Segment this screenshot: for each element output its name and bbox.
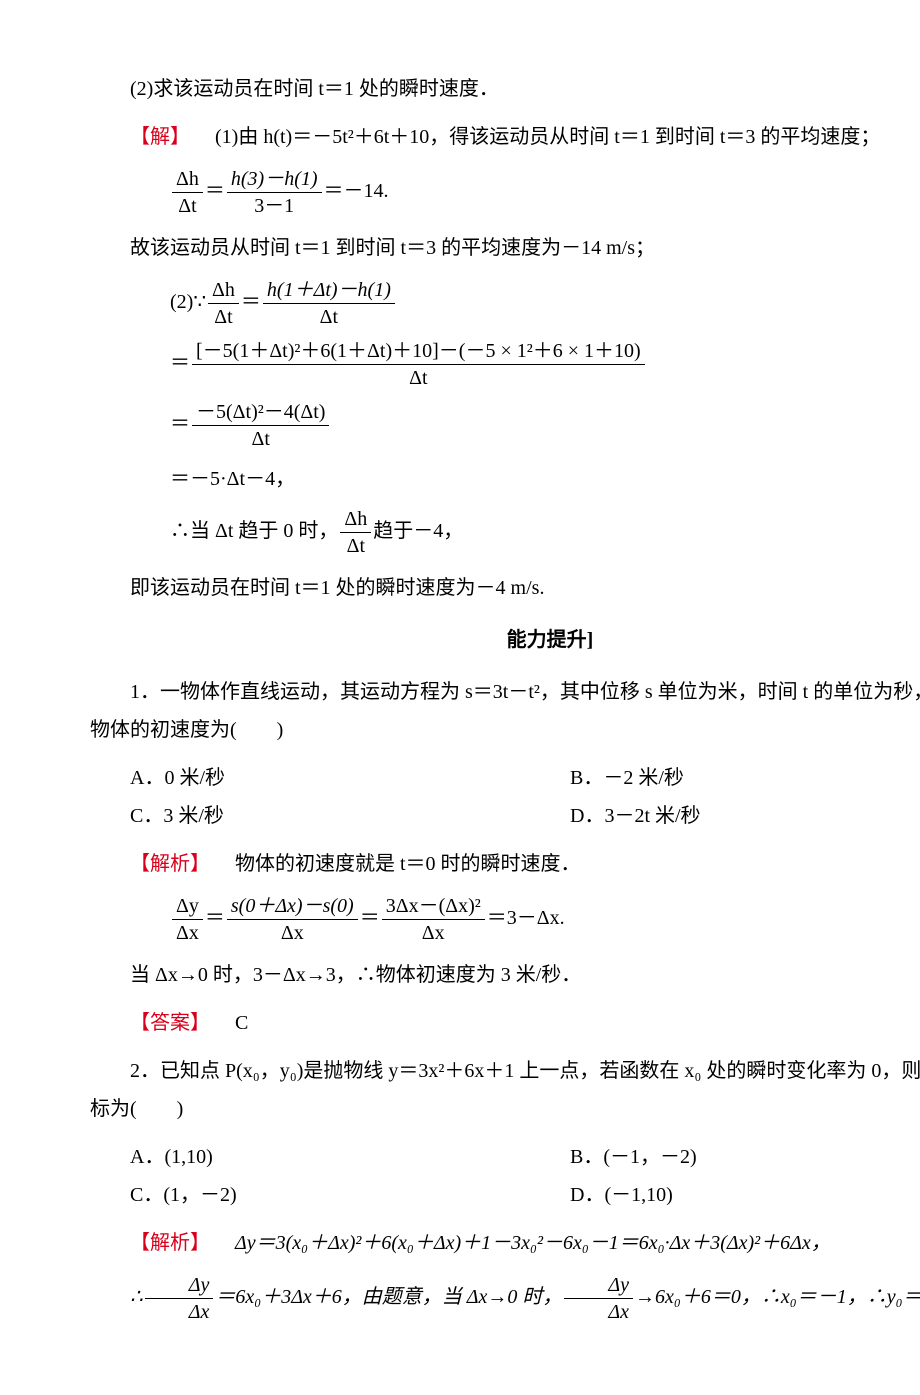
text: ＝－5·Δt－4， [170,468,295,490]
question-stem: 1．一物体作直线运动，其运动方程为 s＝3t－t²，其中位移 s 单位为米，时间… [90,673,920,749]
analysis-label: 【解析】 [130,853,210,875]
den: Δx [608,1301,629,1323]
paragraph: (2)求该运动员在时间 t＝1 处的瞬时速度． [90,70,920,108]
text: 故该运动员从时间 t＝1 到时间 t＝3 的平均速度为－14 m/s； [130,237,655,259]
solve-label: 【解】 [130,126,190,148]
text: (2)求该运动员在时间 t＝1 处的瞬时速度． [130,78,499,100]
title-text: 能力提升] [507,629,594,651]
rhs: ＝3－Δx. [487,907,565,929]
paragraph: 故该运动员从时间 t＝1 到时间 t＝3 的平均速度为－14 m/s； [90,229,920,267]
rhs: ＝－14. [324,180,389,202]
tail: →6x₀＋6＝0，∴x₀＝－1，∴y₀＝－2. [635,1286,920,1308]
option-b: B．(－1，－2) [570,1138,920,1176]
equation: (2)∵ΔhΔt＝h(1＋Δt)－h(1)Δt [170,277,920,330]
den: Δt [178,195,196,217]
text: 当 Δx→0 时，3－Δx→3，∴物体初速度为 3 米/秒． [130,964,581,986]
fraction: Δh Δt [340,506,371,559]
den: Δx [176,922,199,944]
equation: ＝[－5(1＋Δt)²＋6(1＋Δt)＋10]－(－5 × 1²＋6 × 1＋1… [170,338,920,391]
text [215,1232,235,1254]
fraction: [－5(1＋Δt)²＋6(1＋Δt)＋10]－(－5 × 1²＋6 × 1＋10… [192,338,645,391]
den: 3－1 [254,195,294,217]
analysis-eq: Δy＝3(x₀＋Δx)²＋6(x₀＋Δx)＋1－3x₀²－6x₀－1＝6x₀·Δ… [235,1232,831,1254]
num: Δh [212,279,235,301]
equation: ＝－5·Δt－4， [170,460,920,498]
text: 2．已知点 P(x₀，y₀)是抛物线 y＝3x²＋6x＋1 上一点，若函数在 x… [90,1060,920,1120]
fraction: Δh Δt [172,166,203,219]
prefix: (2)∵ [170,291,206,313]
fraction: Δy Δx [172,893,203,946]
den: Δt [214,306,232,328]
fraction: 3Δx－(Δx)² Δx [382,893,485,946]
text: ∴当 Δt 趋于 0 时， [170,520,338,542]
fraction: Δy Δx [145,1272,214,1325]
num: Δh [344,508,367,530]
mid: ＝6x₀＋3Δx＋6，由题意，当 Δx→0 时， [215,1286,562,1308]
den: Δt [409,367,427,389]
text: (1)由 h(t)＝－5t²＋6t＋10，得该运动员从时间 t＝1 到时间 t＝… [215,126,880,148]
den: Δt [320,306,338,328]
fraction: h(1＋Δt)－h(1) Δt [263,277,395,330]
analysis: 【解析】 物体的初速度就是 t＝0 时的瞬时速度． [90,845,920,883]
question-stem: 2．已知点 P(x₀，y₀)是抛物线 y＝3x²＋6x＋1 上一点，若函数在 x… [90,1052,920,1128]
option-d: D．(－1,10) [570,1176,920,1214]
answer-label: 【答案】 [130,1012,210,1034]
equation: ΔyΔx＝s(0＋Δx)－s(0)Δx＝3Δx－(Δx)²Δx＝3－Δx. [170,893,920,946]
fraction: s(0＋Δx)－s(0) Δx [227,893,358,946]
equation: ∴当 Δt 趋于 0 时， Δh Δt 趋于－4， [170,506,920,559]
answer: 【答案】 C [90,1004,920,1042]
text: 物体的初速度就是 t＝0 时的瞬时速度． [235,853,581,875]
paragraph: 即该运动员在时间 t＝1 处的瞬时速度为－4 m/s. [90,569,920,607]
text: 趋于－4， [373,520,463,542]
num: 3Δx－(Δx)² [386,895,481,917]
den: Δx [189,1301,210,1323]
den: Δt [347,535,365,557]
fraction: h(3)－h(1) 3－1 [227,166,322,219]
option-a: A．0 米/秒 [130,759,570,797]
equation: ＝－5(Δt)²－4(Δt)Δt [170,399,920,452]
conclusion: ∴ΔyΔx＝6x₀＋3Δx＋6，由题意，当 Δx→0 时，ΔyΔx→6x₀＋6＝… [90,1272,920,1325]
num: Δh [176,168,199,190]
option-b: B．－2 米/秒 [570,759,920,797]
num: h(1＋Δt)－h(1) [267,279,391,301]
fraction: －5(Δt)²－4(Δt) Δt [192,399,329,452]
den: Δx [422,922,445,944]
text [215,853,235,875]
answer-value: C [235,1012,248,1034]
option-c: C．(1，－2) [130,1176,570,1214]
equation: ΔhΔt＝h(3)－h(1)3－1＝－14. [170,166,920,219]
num: [－5(1＋Δt)²＋6(1＋Δt)＋10]－(－5 × 1²＋6 × 1＋10… [196,340,641,362]
num: Δy [176,895,199,917]
section-title: 能力提升] [90,621,920,659]
num: －5(Δt)²－4(Δt) [196,401,325,423]
option-a: A．(1,10) [130,1138,570,1176]
den: Δt [252,428,270,450]
options: A．(1,10) B．(－1，－2) C．(1，－2) D．(－1,10) [130,1138,920,1214]
text: 1．一物体作直线运动，其运动方程为 s＝3t－t²，其中位移 s 单位为米，时间… [90,681,920,741]
paragraph: 当 Δx→0 时，3－Δx→3，∴物体初速度为 3 米/秒． [90,956,920,994]
num: s(0＋Δx)－s(0) [231,895,354,917]
prefix: ∴ [130,1286,143,1308]
fraction: Δy Δx [564,1272,633,1325]
analysis-label: 【解析】 [130,1232,210,1254]
den: Δx [281,922,304,944]
num: Δy [608,1274,629,1296]
num: h(3)－h(1) [231,168,318,190]
num: Δy [189,1274,210,1296]
option-d: D．3－2t 米/秒 [570,797,920,835]
paragraph: 【解】 (1)由 h(t)＝－5t²＋6t＋10，得该运动员从时间 t＝1 到时… [90,118,920,156]
options: A．0 米/秒 B．－2 米/秒 C．3 米/秒 D．3－2t 米/秒 [130,759,920,835]
text [215,1012,235,1034]
text: 即该运动员在时间 t＝1 处的瞬时速度为－4 m/s. [130,577,544,599]
fraction: Δh Δt [208,277,239,330]
option-c: C．3 米/秒 [130,797,570,835]
text [195,126,215,148]
analysis: 【解析】 Δy＝3(x₀＋Δx)²＋6(x₀＋Δx)＋1－3x₀²－6x₀－1＝… [90,1224,920,1262]
